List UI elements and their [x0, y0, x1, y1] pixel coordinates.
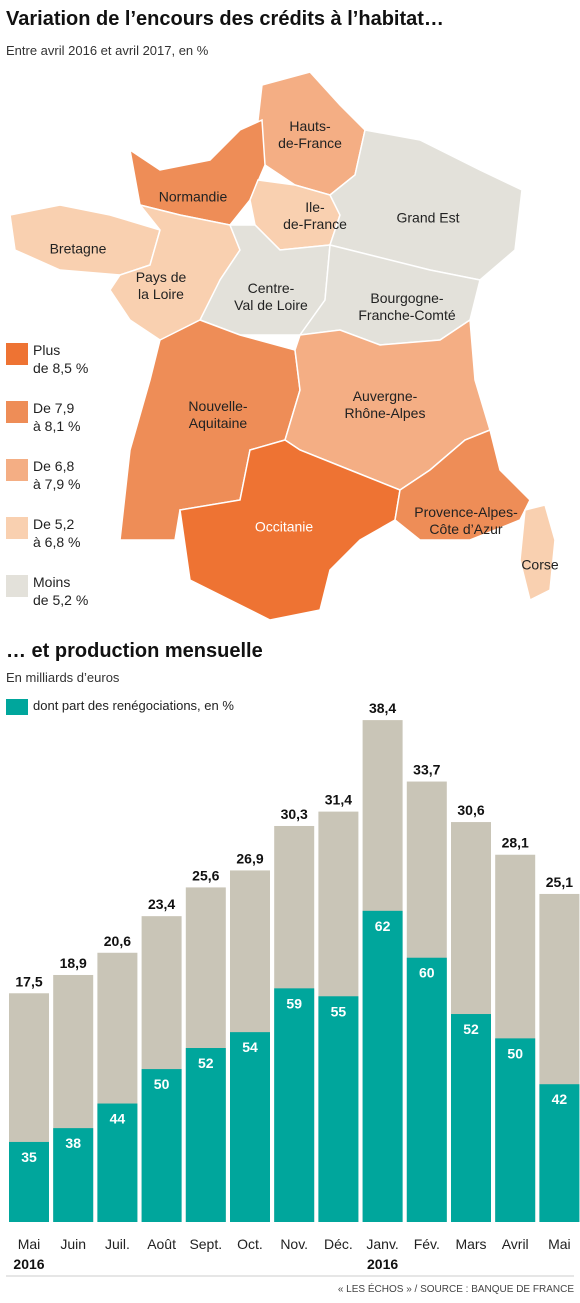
region-label: Pays de la Loire [135, 269, 187, 302]
chart-title: … et production mensuelle [6, 640, 263, 662]
region-label: Ile- de-France [283, 199, 347, 232]
region-label: Hauts- de-France [278, 118, 342, 151]
legend-label: De 7,9 à 8,1 % [33, 400, 81, 434]
bar-segment [406, 957, 447, 1222]
legend-swatch [6, 699, 28, 715]
legend-label: Moins de 5,2 % [33, 574, 89, 608]
bar-segment [97, 1103, 138, 1222]
value-label: 42 [552, 1091, 568, 1107]
total-label: 26,9 [236, 850, 263, 866]
x-tick-label: Mai [548, 1236, 571, 1252]
total-label: 31,4 [325, 792, 352, 808]
bar-segment [495, 1038, 536, 1222]
region-label: Normandie [158, 188, 228, 205]
region [179, 439, 401, 621]
x-tick-label: Juil. [105, 1236, 130, 1252]
value-label: 59 [286, 995, 302, 1011]
region-label: Bourgogne- Franche-Comté [358, 290, 456, 323]
total-label: 25,1 [546, 874, 573, 890]
x-tick-label: Juin [60, 1236, 86, 1252]
value-label: 50 [507, 1045, 523, 1061]
bar-segment [451, 1014, 491, 1222]
value-label: 44 [110, 1111, 126, 1127]
bar-segment [53, 1128, 94, 1222]
total-label: 30,3 [281, 806, 308, 822]
bar-segment [185, 1048, 226, 1222]
source: « LES ÉCHOS » / SOURCE : BANQUE DE FRANC… [337, 1284, 574, 1295]
legend-swatch [6, 517, 28, 539]
bar-segment [274, 988, 315, 1222]
region-label: Bretagne [49, 240, 107, 257]
year-label: 2016 [13, 1256, 44, 1272]
x-tick-label: Janv. [366, 1236, 398, 1252]
value-label: 38 [65, 1135, 81, 1151]
x-tick-label: Mars [455, 1236, 486, 1252]
total-label: 25,6 [192, 867, 219, 883]
total-label: 18,9 [60, 955, 87, 971]
value-label: 52 [198, 1055, 214, 1071]
total-label: 38,4 [369, 700, 396, 716]
bar-segment [230, 1032, 270, 1222]
legend-swatch [6, 459, 28, 481]
x-tick-label: Oct. [237, 1236, 263, 1252]
bar-segment [9, 1141, 49, 1222]
chart-subtitle: En milliards d’euros [6, 670, 120, 685]
map [9, 71, 556, 621]
legend-swatch [6, 401, 28, 423]
total-label: 28,1 [502, 835, 529, 851]
map-subtitle: Entre avril 2016 et avril 2017, en % [6, 43, 209, 58]
bar-segment [539, 1084, 580, 1222]
legend-label: dont part des renégociations, en % [33, 698, 234, 713]
bar-segment [318, 996, 359, 1222]
total-label: 30,6 [457, 802, 484, 818]
region [519, 504, 556, 602]
legend-label: De 5,2 à 6,8 % [33, 516, 81, 550]
region-label: Occitanie [254, 518, 314, 535]
x-tick-label: Sept. [189, 1236, 222, 1252]
year-label: 2016 [367, 1256, 398, 1272]
region-label: Provence-Alpes- Côte d’Azur [414, 504, 518, 537]
value-label: 54 [242, 1039, 258, 1055]
value-label: 55 [331, 1003, 347, 1019]
x-tick-label: Mai [18, 1236, 41, 1252]
bar-segment [362, 910, 403, 1222]
region-label: Centre- Val de Loire [234, 280, 308, 313]
x-tick-label: Nov. [280, 1236, 308, 1252]
x-tick-label: Fév. [414, 1236, 440, 1252]
legend-label: De 6,8 à 7,9 % [33, 458, 81, 492]
value-label: 52 [463, 1021, 479, 1037]
value-label: 60 [419, 965, 435, 981]
region-label: Auvergne- Rhône-Alpes [344, 388, 426, 421]
legend-label: Plus de 8,5 % [33, 342, 89, 376]
region-label: Corse [521, 556, 559, 573]
map-title: Variation de l’encours des crédits à l’h… [6, 8, 444, 30]
x-tick-label: Août [147, 1236, 176, 1252]
value-label: 35 [21, 1149, 37, 1165]
value-label: 50 [154, 1076, 170, 1092]
region-label: Grand Est [396, 209, 460, 226]
total-label: 33,7 [413, 762, 440, 778]
legend-swatch [6, 343, 28, 365]
value-label: 62 [375, 918, 391, 934]
region-label: Nouvelle- Aquitaine [188, 398, 248, 431]
x-tick-label: Déc. [324, 1236, 353, 1252]
region [394, 428, 531, 541]
legend-swatch [6, 575, 28, 597]
bar-segment [141, 1069, 182, 1222]
total-label: 17,5 [15, 973, 42, 989]
total-label: 20,6 [104, 933, 131, 949]
total-label: 23,4 [148, 896, 175, 912]
x-tick-label: Avril [502, 1236, 529, 1252]
